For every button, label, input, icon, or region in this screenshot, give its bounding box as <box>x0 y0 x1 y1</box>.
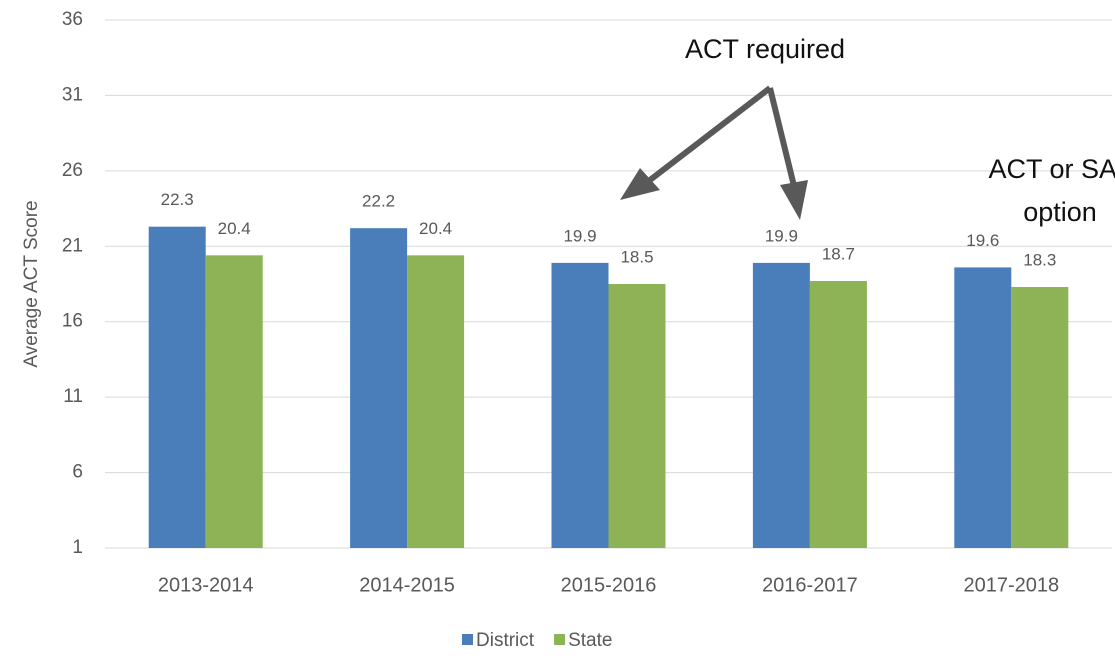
bar <box>148 226 206 548</box>
legend-swatch <box>554 634 566 645</box>
annotation: ACT required <box>684 34 846 64</box>
bar <box>809 280 867 548</box>
x-tick-label: 2017-2018 <box>963 574 1059 596</box>
y-axis-label: Average ACT Score <box>21 200 42 367</box>
x-tick-label: 2015-2016 <box>561 574 657 596</box>
y-tick-label: 26 <box>62 160 83 181</box>
bar <box>954 267 1012 548</box>
y-tick-label: 16 <box>62 311 83 332</box>
bar <box>1011 287 1069 548</box>
bar <box>205 255 263 548</box>
value-label: 20.4 <box>419 219 452 238</box>
value-label: 19.9 <box>563 226 596 245</box>
y-tick-label: 31 <box>62 84 83 105</box>
x-tick-label: 2013-2014 <box>158 574 254 596</box>
value-label: 19.6 <box>966 231 999 250</box>
y-tick-label: 36 <box>62 9 83 30</box>
bar <box>350 228 408 548</box>
annotation: ACT or SAT option <box>988 154 1115 228</box>
x-tick-label: 2016-2017 <box>762 574 858 596</box>
value-label: 18.7 <box>822 244 855 263</box>
arrows <box>620 85 808 220</box>
legend-swatch <box>462 634 473 645</box>
legend-label: State <box>568 630 612 651</box>
value-label: 20.4 <box>218 219 251 238</box>
y-tick-label: 21 <box>62 235 83 256</box>
value-label: 18.3 <box>1023 251 1056 270</box>
arrow-head <box>620 168 660 200</box>
bar <box>551 262 609 548</box>
y-tick-label: 1 <box>72 537 83 558</box>
y-tick-label: 11 <box>63 386 83 407</box>
y-tick-label: 6 <box>72 462 83 483</box>
value-label: 22.2 <box>362 192 395 211</box>
bar <box>407 255 465 548</box>
arrow-shaft <box>767 87 798 191</box>
legend-label: District <box>476 630 535 651</box>
x-tick-label: 2014-2015 <box>359 574 455 596</box>
bar <box>752 262 810 548</box>
arrow-shaft <box>648 85 772 183</box>
bar <box>608 284 666 548</box>
value-label: 18.5 <box>620 247 653 266</box>
value-label: 19.9 <box>765 226 798 245</box>
arrow-head <box>780 180 808 220</box>
value-label: 22.3 <box>161 190 194 209</box>
